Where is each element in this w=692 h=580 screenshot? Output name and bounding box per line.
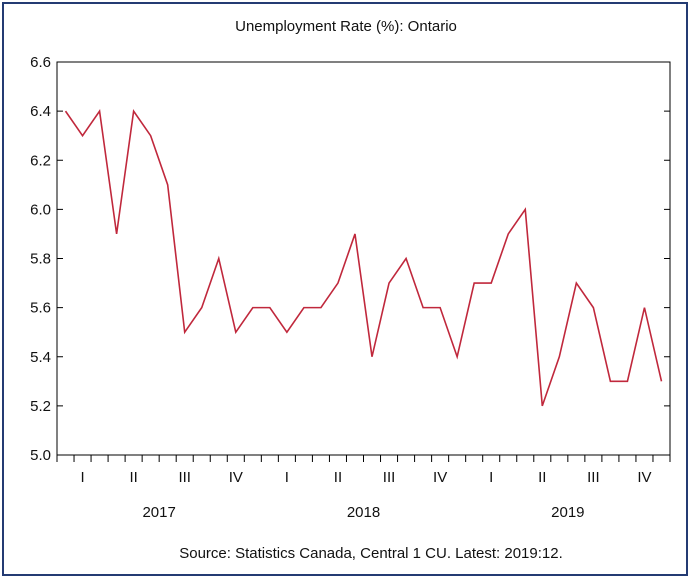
data-point	[643, 306, 646, 309]
data-point	[456, 355, 459, 358]
data-point	[592, 306, 595, 309]
data-point	[81, 134, 84, 137]
data-point	[217, 257, 220, 260]
data-point	[234, 331, 237, 334]
data-point	[660, 380, 663, 383]
data-point	[626, 380, 629, 383]
y-tick-label: 6.2	[30, 152, 51, 169]
data-point	[319, 306, 322, 309]
quarter-label: I	[285, 469, 289, 486]
series-line	[64, 108, 663, 407]
quarter-label: I	[80, 469, 84, 486]
data-point	[541, 404, 544, 407]
quarter-label: III	[178, 469, 191, 486]
data-point	[507, 232, 510, 235]
data-point	[166, 183, 169, 186]
year-label: 2018	[347, 504, 380, 521]
data-point	[388, 282, 391, 285]
quarter-label: IV	[229, 469, 243, 486]
data-point	[302, 306, 305, 309]
data-point	[64, 110, 67, 113]
data-point	[268, 306, 271, 309]
quarter-label: III	[587, 469, 600, 486]
data-point	[115, 232, 118, 235]
quarter-label: II	[538, 469, 546, 486]
y-tick-label: 5.4	[30, 349, 51, 366]
data-point	[575, 282, 578, 285]
source-note: Source: Statistics Canada, Central 1 CU.…	[179, 545, 563, 562]
data-point	[609, 380, 612, 383]
quarter-label: II	[129, 469, 137, 486]
data-point	[200, 306, 203, 309]
quarter-label: III	[383, 469, 396, 486]
y-tick-label: 5.6	[30, 300, 51, 317]
data-point	[98, 110, 101, 113]
data-point	[422, 306, 425, 309]
data-point	[285, 331, 288, 334]
data-point	[524, 208, 527, 211]
data-point	[251, 306, 254, 309]
plot-area	[56, 61, 671, 456]
data-point	[473, 282, 476, 285]
data-point	[149, 134, 152, 137]
data-point	[183, 331, 186, 334]
y-tick-label: 6.4	[30, 103, 51, 120]
data-point	[490, 282, 493, 285]
quarter-label: I	[489, 469, 493, 486]
data-point	[336, 282, 339, 285]
y-tick-label: 5.0	[30, 447, 51, 464]
data-point	[439, 306, 442, 309]
data-point	[132, 110, 135, 113]
quarter-label: IV	[433, 469, 447, 486]
year-label: 2019	[551, 504, 584, 521]
data-point	[371, 355, 374, 358]
y-tick-label: 5.8	[30, 251, 51, 268]
year-label: 2017	[142, 504, 175, 521]
data-point	[558, 355, 561, 358]
y-tick-label: 6.6	[30, 54, 51, 71]
data-point	[405, 257, 408, 260]
quarter-label: II	[334, 469, 342, 486]
y-tick-label: 5.2	[30, 398, 51, 415]
data-point	[353, 232, 356, 235]
chart-title: Unemployment Rate (%): Ontario	[235, 18, 457, 35]
y-tick-label: 6.0	[30, 201, 51, 218]
quarter-label: IV	[637, 469, 651, 486]
